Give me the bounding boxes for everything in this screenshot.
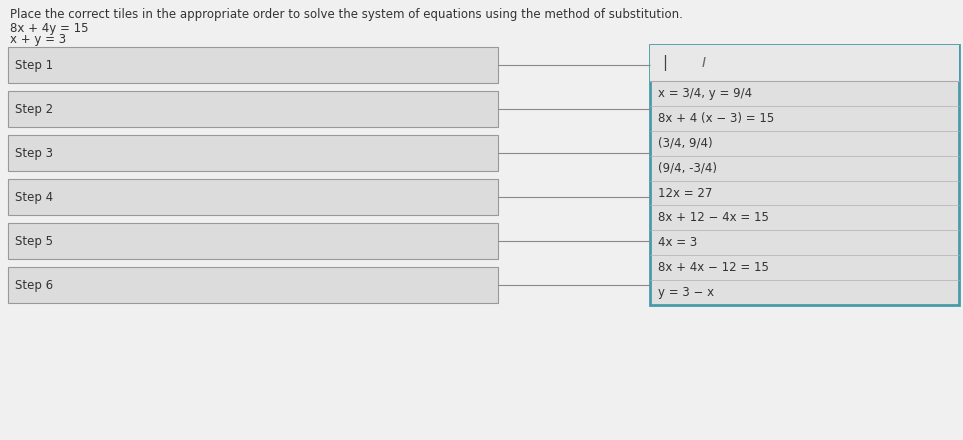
Text: Step 6: Step 6 xyxy=(15,279,53,292)
Text: Step 4: Step 4 xyxy=(15,191,53,203)
Text: 8x + 4 (x − 3) = 15: 8x + 4 (x − 3) = 15 xyxy=(658,112,774,125)
Text: Step 1: Step 1 xyxy=(15,59,53,72)
Text: 8x + 4y = 15: 8x + 4y = 15 xyxy=(10,22,89,35)
Bar xyxy=(8,267,498,303)
Bar xyxy=(650,45,959,305)
Text: Place the correct tiles in the appropriate order to solve the system of equation: Place the correct tiles in the appropria… xyxy=(10,8,683,21)
Bar xyxy=(8,179,498,215)
Text: y = 3 − x: y = 3 − x xyxy=(658,286,715,299)
Bar xyxy=(8,91,498,127)
Text: (9/4, -3/4): (9/4, -3/4) xyxy=(658,161,717,175)
Bar xyxy=(8,47,498,83)
Text: 8x + 12 − 4x = 15: 8x + 12 − 4x = 15 xyxy=(658,211,768,224)
Bar xyxy=(650,45,959,81)
Text: 4x = 3: 4x = 3 xyxy=(658,236,697,249)
Text: |: | xyxy=(662,55,667,71)
Text: Step 2: Step 2 xyxy=(15,103,53,116)
Text: x + y = 3: x + y = 3 xyxy=(10,33,66,46)
Bar xyxy=(8,135,498,171)
Text: (3/4, 9/4): (3/4, 9/4) xyxy=(658,137,713,150)
Text: x = 3/4, y = 9/4: x = 3/4, y = 9/4 xyxy=(658,87,752,100)
Bar xyxy=(8,223,498,259)
Text: 8x + 4x − 12 = 15: 8x + 4x − 12 = 15 xyxy=(658,261,768,274)
Text: I: I xyxy=(702,56,706,70)
Text: 12x = 27: 12x = 27 xyxy=(658,187,713,199)
Text: Step 5: Step 5 xyxy=(15,235,53,247)
Text: Step 3: Step 3 xyxy=(15,147,53,160)
